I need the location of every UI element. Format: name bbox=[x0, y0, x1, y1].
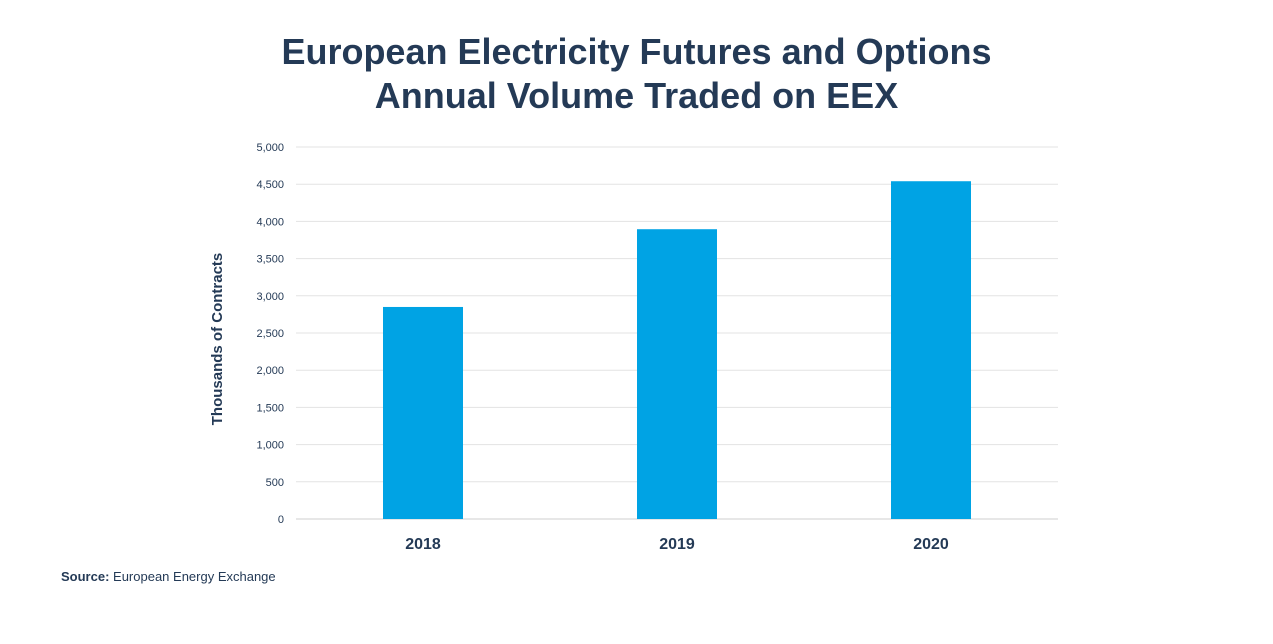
y-axis-label: Thousands of Contracts bbox=[209, 253, 226, 426]
y-tick-label: 5,000 bbox=[256, 142, 284, 154]
y-tick-label: 3,500 bbox=[256, 254, 284, 266]
source-label: Source: bbox=[61, 569, 110, 584]
chart-title: European Electricity Futures and Options… bbox=[0, 30, 1273, 118]
x-tick-label: 2019 bbox=[659, 536, 695, 553]
y-tick-label: 1,000 bbox=[256, 440, 284, 452]
y-tick-label: 3,000 bbox=[256, 291, 284, 303]
x-tick-label: 2018 bbox=[405, 536, 441, 553]
y-axis-ticks: 0 500 1,000 1,500 2,000 2,500 3,000 3,500 4,000 4… bbox=[256, 142, 284, 526]
y-tick-label: 4,000 bbox=[256, 216, 284, 228]
source-note: Source: European Energy Exchange bbox=[61, 569, 276, 584]
y-tick-label: 4,500 bbox=[256, 179, 284, 191]
bars bbox=[383, 181, 971, 519]
x-axis-ticks: 2018 2019 2020 bbox=[405, 536, 949, 553]
bar-2020 bbox=[891, 181, 971, 519]
y-tick-label: 500 bbox=[266, 477, 284, 489]
chart-title-line-1: European Electricity Futures and Options bbox=[281, 31, 992, 72]
y-tick-label: 1,500 bbox=[256, 402, 284, 414]
y-tick-label: 2,000 bbox=[256, 365, 284, 377]
bar-2018 bbox=[383, 306, 463, 519]
bar-2019 bbox=[637, 229, 717, 519]
y-tick-label: 0 bbox=[278, 514, 284, 526]
source-text: European Energy Exchange bbox=[113, 569, 276, 584]
x-tick-label: 2020 bbox=[913, 536, 949, 553]
chart-title-line-2: Annual Volume Traded on EEX bbox=[374, 75, 899, 116]
y-tick-label: 2,500 bbox=[256, 328, 284, 340]
